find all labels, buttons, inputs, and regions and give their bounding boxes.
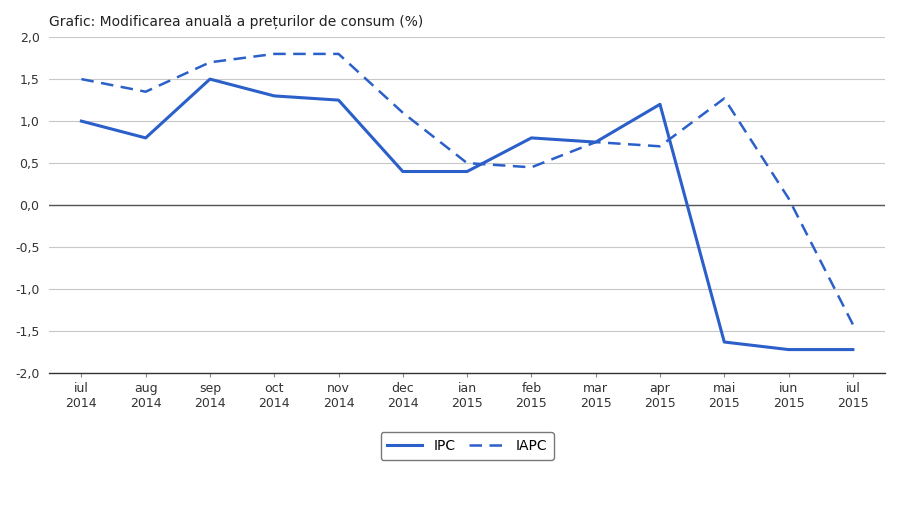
Text: Grafic: Modificarea anuală a prețurilor de consum (%): Grafic: Modificarea anuală a prețurilor … [50, 15, 424, 29]
Legend: IPC, IAPC: IPC, IAPC [381, 432, 554, 460]
